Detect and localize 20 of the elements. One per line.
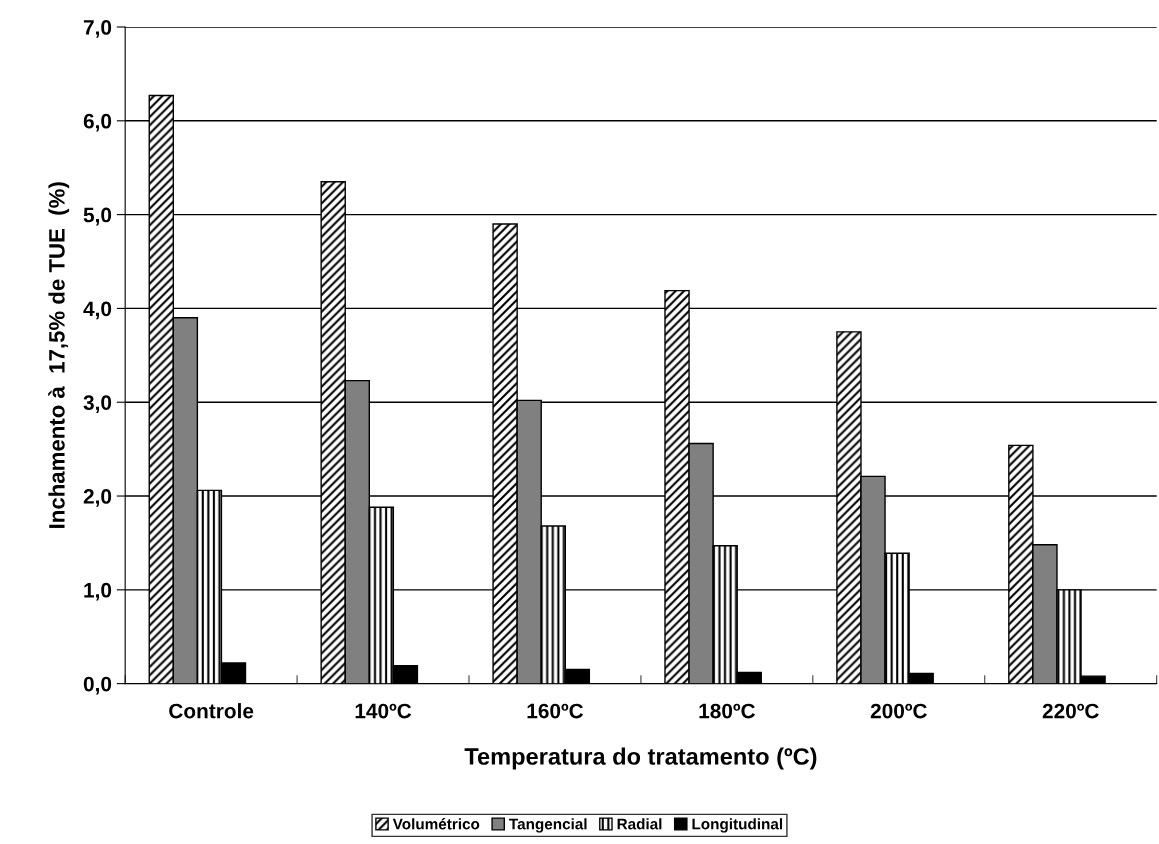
x-tick-label: 140ºC: [355, 703, 412, 719]
x-tick-label: Controle: [169, 703, 254, 719]
x-tick-label: 160ºC: [527, 703, 584, 719]
legend-label: Volumétrico: [392, 818, 480, 830]
y-tick-label: 6,0: [83, 113, 112, 132]
legend-label: Longitudinal: [692, 818, 783, 833]
y-axis-title: Inchamento à 17,5% de TUE (%): [48, 182, 70, 528]
x-axis-title: Temperatura do tratamento (ºC): [464, 747, 817, 770]
x-tick-label: 180ºC: [699, 703, 756, 719]
y-tick-label: 0,0: [83, 676, 112, 695]
legend-label: Tangencial: [509, 818, 587, 833]
y-tick-label: 3,0: [83, 395, 112, 413]
legend-label: Radial: [617, 818, 662, 830]
y-tick-label: 7,0: [83, 20, 112, 38]
y-tick-label: 2,0: [83, 489, 112, 507]
x-tick-label: 220ºC: [1042, 703, 1099, 719]
y-tick-label: 4,0: [83, 301, 112, 320]
x-tick-label: 200ºC: [870, 703, 927, 719]
y-tick-label: 5,0: [83, 207, 112, 226]
y-tick-label: 1,0: [84, 582, 112, 601]
